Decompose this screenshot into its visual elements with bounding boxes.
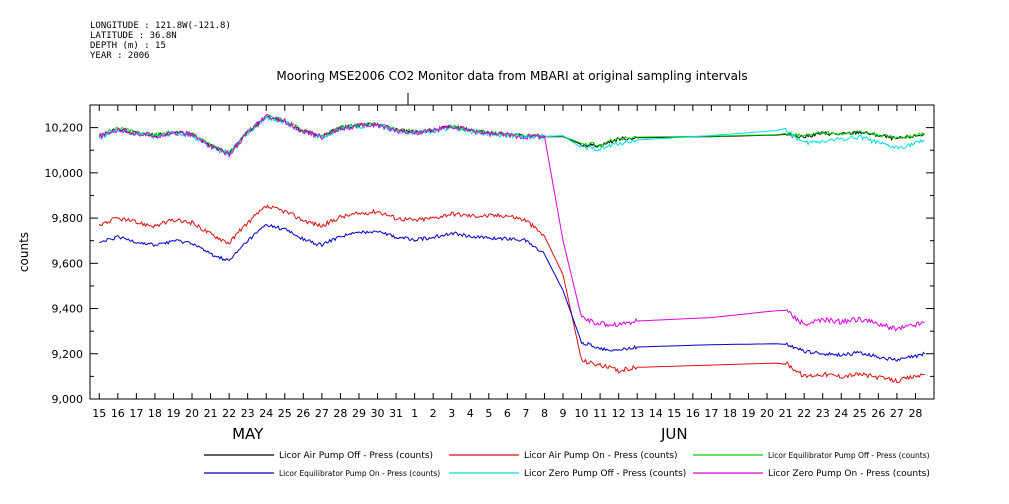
x-tick-label: 20 xyxy=(185,407,199,420)
series-line xyxy=(98,204,925,384)
x-tick-label: 25 xyxy=(853,407,867,420)
x-tick-label: 22 xyxy=(797,407,811,420)
x-tick-label: 24 xyxy=(834,407,848,420)
month-label: JUN xyxy=(660,425,688,443)
x-tick-label: 11 xyxy=(593,407,607,420)
series-line xyxy=(99,223,926,362)
x-tick-label: 1 xyxy=(411,407,418,420)
x-tick-label: 3 xyxy=(448,407,455,420)
x-tick-label: 10 xyxy=(575,407,589,420)
x-tick-label: 15 xyxy=(92,407,106,420)
x-tick-label: 28 xyxy=(908,407,922,420)
legend-label: Licor Zero Pump On - Press (counts) xyxy=(768,469,930,479)
x-tick-label: 23 xyxy=(241,407,255,420)
legend-label: Licor Equilibrator Pump On - Press (coun… xyxy=(279,469,440,478)
legend-label: Licor Zero Pump Off - Press (counts) xyxy=(524,469,686,479)
y-tick-label: 10,200 xyxy=(45,122,84,135)
x-tick-label: 17 xyxy=(129,407,143,420)
legend-label: Licor Equilibrator Pump Off - Press (cou… xyxy=(768,451,930,460)
legend-label: Licor Air Pump On - Press (counts) xyxy=(524,451,677,461)
y-tick-label: 9,400 xyxy=(52,303,84,316)
x-tick-label: 17 xyxy=(704,407,718,420)
year-text: YEAR : 2006 xyxy=(90,51,150,61)
x-tick-label: 4 xyxy=(467,407,474,420)
longitude-text: LONGITUDE : 121.8W(-121.8) xyxy=(90,21,231,31)
x-tick-label: 19 xyxy=(166,407,180,420)
x-tick-label: 6 xyxy=(504,407,511,420)
x-tick-label: 13 xyxy=(630,407,644,420)
series-line xyxy=(98,113,925,332)
x-tick-label: 16 xyxy=(686,407,700,420)
y-tick-label: 9,000 xyxy=(52,393,84,406)
x-tick-label: 25 xyxy=(278,407,292,420)
x-tick-label: 31 xyxy=(389,407,403,420)
x-tick-label: 28 xyxy=(333,407,347,420)
plot-area xyxy=(98,113,926,384)
month-label: MAY xyxy=(232,425,264,443)
x-tick-label: 15 xyxy=(667,407,681,420)
y-tick-label: 9,600 xyxy=(52,257,84,270)
x-tick-label: 18 xyxy=(148,407,162,420)
x-tick-label: 19 xyxy=(742,407,756,420)
x-tick-label: 9 xyxy=(560,407,567,420)
y-tick-label: 10,000 xyxy=(45,167,84,180)
x-tick-label: 16 xyxy=(111,407,125,420)
x-tick-label: 2 xyxy=(430,407,437,420)
x-tick-label: 27 xyxy=(315,407,329,420)
x-tick-label: 18 xyxy=(723,407,737,420)
depth-text: DEPTH (m) : 15 xyxy=(90,41,166,51)
x-tick-label: 30 xyxy=(371,407,385,420)
x-tick-label: 8 xyxy=(541,407,548,420)
plot-frame xyxy=(89,104,935,400)
legend: Licor Air Pump Off - Press (counts) Licor… xyxy=(204,451,930,479)
chart-title: Mooring MSE2006 CO2 Monitor data from MB… xyxy=(276,69,747,83)
x-tick-label: 12 xyxy=(612,407,626,420)
y-axis-label: counts xyxy=(17,232,31,272)
x-tick-label: 21 xyxy=(204,407,218,420)
y-tick-label: 9,800 xyxy=(52,212,84,225)
metadata-block: LONGITUDE : 121.8W(-121.8) LATITUDE : 36… xyxy=(90,21,231,61)
x-tick-label: 7 xyxy=(522,407,529,420)
x-tick-label: 20 xyxy=(760,407,774,420)
x-tick-label: 21 xyxy=(779,407,793,420)
latitude-text: LATITUDE : 36.8N xyxy=(90,31,177,41)
x-tick-label: 14 xyxy=(649,407,663,420)
x-tick-label: 26 xyxy=(296,407,310,420)
x-tick-label: 23 xyxy=(816,407,830,420)
x-tick-label: 29 xyxy=(352,407,366,420)
x-tick-label: 27 xyxy=(890,407,904,420)
x-tick-label: 22 xyxy=(222,407,236,420)
x-tick-label: 5 xyxy=(485,407,492,420)
x-tick-label: 24 xyxy=(259,407,273,420)
y-tick-label: 9,200 xyxy=(52,348,84,361)
x-tick-label: 26 xyxy=(871,407,885,420)
series-line xyxy=(99,115,925,156)
legend-label: Licor Air Pump Off - Press (counts) xyxy=(279,451,433,461)
